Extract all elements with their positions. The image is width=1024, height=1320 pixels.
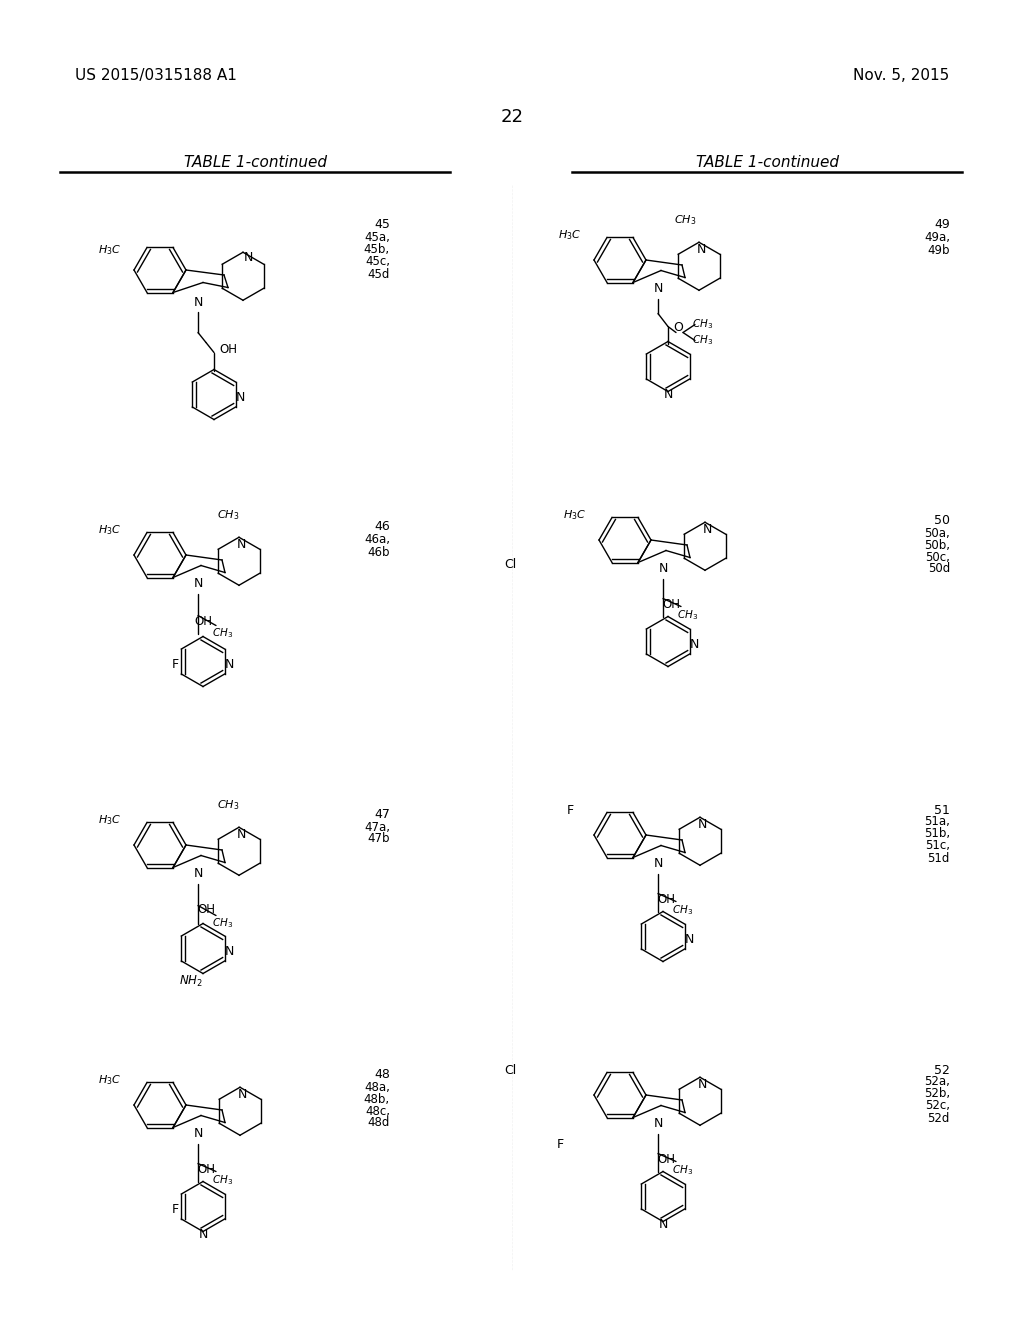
Text: $H_3C$: $H_3C$ [98,813,122,826]
Text: $CH_3$: $CH_3$ [217,799,240,812]
Text: OH: OH [194,615,212,628]
Text: F: F [556,1138,563,1151]
Text: $CH_3$: $CH_3$ [692,334,714,347]
Text: 45: 45 [374,219,390,231]
Text: N: N [194,867,203,880]
Text: 46b: 46b [368,545,390,558]
Text: $H_3C$: $H_3C$ [98,243,122,257]
Text: 49a,: 49a, [924,231,950,244]
Text: US 2015/0315188 A1: US 2015/0315188 A1 [75,69,237,83]
Text: 47b: 47b [368,833,390,846]
Text: N: N [653,282,663,294]
Text: OH: OH [657,894,675,906]
Text: N: N [658,1218,668,1232]
Text: 50: 50 [934,513,950,527]
Text: TABLE 1-continued: TABLE 1-continued [184,154,328,170]
Text: N: N [653,857,663,870]
Text: 45a,: 45a, [365,231,390,244]
Text: $H_3C$: $H_3C$ [98,1073,122,1086]
Text: $CH_3$: $CH_3$ [692,318,714,331]
Text: N: N [697,818,707,830]
Text: $NH_2$: $NH_2$ [179,974,203,989]
Text: $H_3C$: $H_3C$ [98,523,122,537]
Text: OH: OH [197,1163,215,1176]
Text: 45b,: 45b, [364,243,390,256]
Text: 52b,: 52b, [924,1088,950,1101]
Text: $H_3C$: $H_3C$ [558,228,582,242]
Text: $CH_3$: $CH_3$ [212,1173,233,1188]
Text: F: F [171,657,178,671]
Text: 51c,: 51c, [925,840,950,853]
Text: O: O [673,321,683,334]
Text: 48c,: 48c, [365,1105,390,1118]
Text: 47: 47 [374,808,390,821]
Text: 52: 52 [934,1064,950,1077]
Text: N: N [236,391,245,404]
Text: $CH_3$: $CH_3$ [217,508,240,521]
Text: 50a,: 50a, [925,527,950,540]
Text: 49: 49 [934,219,950,231]
Text: F: F [171,1203,178,1216]
Text: Cl: Cl [504,1064,516,1077]
Text: OH: OH [197,903,215,916]
Text: OH: OH [657,1152,675,1166]
Text: N: N [224,657,233,671]
Text: N: N [684,933,693,946]
Text: N: N [237,537,246,550]
Text: F: F [566,804,573,817]
Text: N: N [658,562,668,576]
Text: Cl: Cl [504,558,516,572]
Text: N: N [702,523,712,536]
Text: 50d: 50d [928,562,950,576]
Text: N: N [653,1117,663,1130]
Text: N: N [244,251,253,264]
Text: N: N [224,945,233,958]
Text: OH: OH [662,598,680,611]
Text: $CH_3$: $CH_3$ [673,1164,693,1177]
Text: 52d: 52d [928,1111,950,1125]
Text: 52c,: 52c, [925,1100,950,1113]
Text: 22: 22 [501,108,523,125]
Text: N: N [199,1228,208,1241]
Text: N: N [237,828,246,841]
Text: OH: OH [219,343,237,356]
Text: N: N [194,577,203,590]
Text: 51d: 51d [928,851,950,865]
Text: 46: 46 [374,520,390,533]
Text: Nov. 5, 2015: Nov. 5, 2015 [853,69,949,83]
Text: $CH_3$: $CH_3$ [678,609,698,623]
Text: N: N [194,296,203,309]
Text: $H_3C$: $H_3C$ [563,508,587,521]
Text: N: N [697,1077,707,1090]
Text: N: N [696,243,706,256]
Text: TABLE 1-continued: TABLE 1-continued [696,154,840,170]
Text: 45c,: 45c, [365,256,390,268]
Text: N: N [664,388,673,401]
Text: N: N [194,1127,203,1140]
Text: N: N [689,638,698,651]
Text: $CH_3$: $CH_3$ [673,904,693,917]
Text: $CH_3$: $CH_3$ [674,213,696,227]
Text: 45d: 45d [368,268,390,281]
Text: 47a,: 47a, [364,821,390,833]
Text: 52a,: 52a, [924,1076,950,1089]
Text: $CH_3$: $CH_3$ [212,916,233,931]
Text: $CH_3$: $CH_3$ [212,627,233,640]
Text: 50b,: 50b, [924,539,950,552]
Text: 51: 51 [934,804,950,817]
Text: 50c,: 50c, [925,550,950,564]
Text: 51a,: 51a, [924,816,950,829]
Text: 48b,: 48b, [364,1093,390,1106]
Text: 48: 48 [374,1068,390,1081]
Text: N: N [238,1088,247,1101]
Text: 46a,: 46a, [364,533,390,546]
Text: 51b,: 51b, [924,828,950,841]
Text: 49b: 49b [928,243,950,256]
Text: 48a,: 48a, [365,1081,390,1093]
Text: 48d: 48d [368,1117,390,1130]
